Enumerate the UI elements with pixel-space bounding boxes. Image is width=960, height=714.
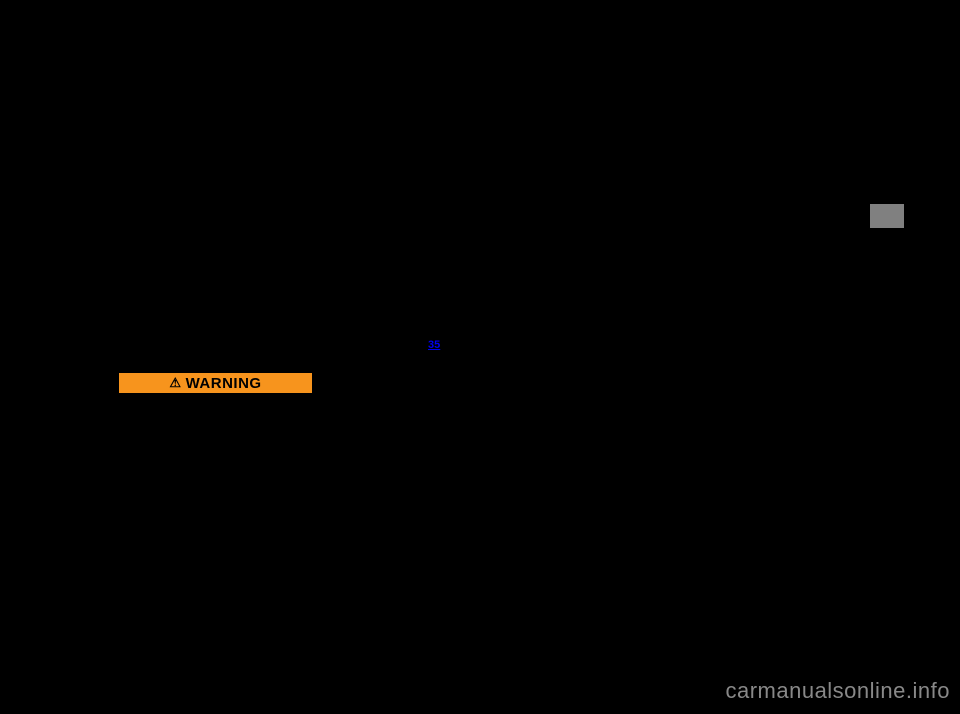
warning-triangle-icon: ⚠ <box>169 375 181 391</box>
manual-page: ⚠ WARNING 35 carmanualsonline.info <box>0 0 960 714</box>
warning-label-text: WARNING <box>186 375 262 392</box>
section-tab <box>870 204 904 228</box>
page-reference-link[interactable]: 35 <box>428 339 440 351</box>
watermark-text: carmanualsonline.info <box>725 678 950 704</box>
warning-label: ⚠ WARNING <box>169 375 261 392</box>
warning-label-box: ⚠ WARNING <box>118 372 313 394</box>
